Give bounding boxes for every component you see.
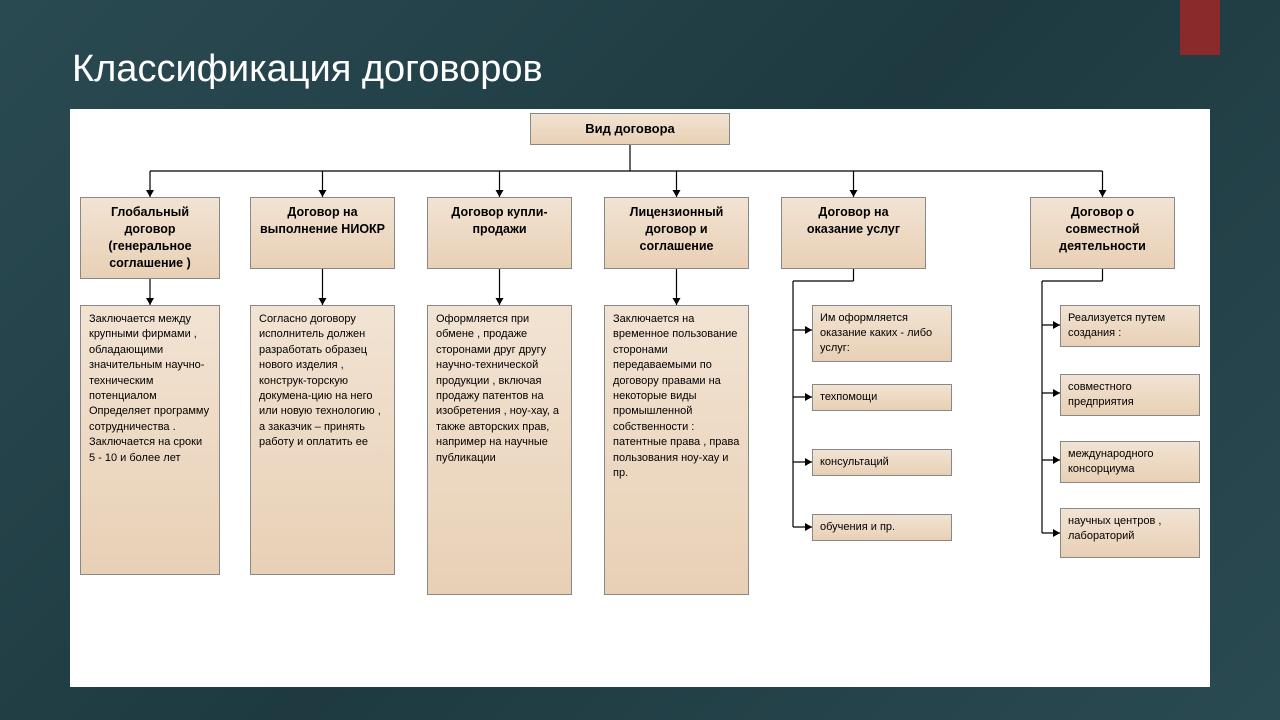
diagram-box: совместного предприятия: [1060, 374, 1200, 416]
diagram-box: Договор о совместной деятельности: [1030, 197, 1175, 269]
diagram-box: Вид договора: [530, 113, 730, 145]
diagram-box: консультаций: [812, 449, 952, 476]
diagram-box: Договор купли-продажи: [427, 197, 572, 269]
accent-tab: [1180, 0, 1220, 55]
diagram-box: Оформляется при обмене , продаже сторона…: [427, 305, 572, 595]
diagram-box: Им оформляется оказание каких - либо усл…: [812, 305, 952, 362]
diagram: Вид договора Глобальный договор (генераль…: [70, 109, 1210, 687]
diagram-box: Договор на выполнение НИОКР: [250, 197, 395, 269]
diagram-box: Согласно договору исполнитель должен раз…: [250, 305, 395, 575]
diagram-box: Заключается на временное пользование сто…: [604, 305, 749, 595]
diagram-box: Лицензионный договор и соглашение: [604, 197, 749, 269]
diagram-box: международного консорциума: [1060, 441, 1200, 483]
diagram-box: Заключается между крупными фирмами , обл…: [80, 305, 220, 575]
diagram-box: обучения и пр.: [812, 514, 952, 541]
diagram-box: Глобальный договор (генеральное соглашен…: [80, 197, 220, 279]
page-title: Классификация договоров: [0, 0, 1280, 91]
diagram-box: Договор на оказание услуг: [781, 197, 926, 269]
diagram-box: научных центров , лабораторий: [1060, 508, 1200, 558]
diagram-box: техпомощи: [812, 384, 952, 411]
diagram-box: Реализуется путем создания :: [1060, 305, 1200, 347]
